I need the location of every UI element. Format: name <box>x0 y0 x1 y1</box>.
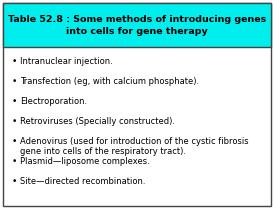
Text: Table 52.8 : Some methods of introducing genes: Table 52.8 : Some methods of introducing… <box>8 14 266 23</box>
FancyBboxPatch shape <box>3 3 271 47</box>
Text: •: • <box>11 137 17 146</box>
Text: •: • <box>11 77 17 86</box>
Text: •: • <box>11 177 17 186</box>
Text: Plasmid—liposome complexes.: Plasmid—liposome complexes. <box>20 157 150 166</box>
Text: Adenovirus (used for introduction of the cystic fibrosis: Adenovirus (used for introduction of the… <box>20 137 249 146</box>
Text: Intranuclear injection.: Intranuclear injection. <box>20 57 113 66</box>
Text: •: • <box>11 97 17 106</box>
Text: Site—directed recombination.: Site—directed recombination. <box>20 177 145 186</box>
Text: •: • <box>11 117 17 126</box>
Text: Transfection (eg, with calcium phosphate).: Transfection (eg, with calcium phosphate… <box>20 77 199 86</box>
Text: gene into cells of the respiratory tract).: gene into cells of the respiratory tract… <box>20 147 186 156</box>
FancyBboxPatch shape <box>3 3 271 206</box>
Text: Retroviruses (Specially constructed).: Retroviruses (Specially constructed). <box>20 117 175 126</box>
Text: Electroporation.: Electroporation. <box>20 97 87 106</box>
Text: •: • <box>11 57 17 66</box>
Text: •: • <box>11 157 17 166</box>
Text: into cells for gene therapy: into cells for gene therapy <box>66 28 208 37</box>
